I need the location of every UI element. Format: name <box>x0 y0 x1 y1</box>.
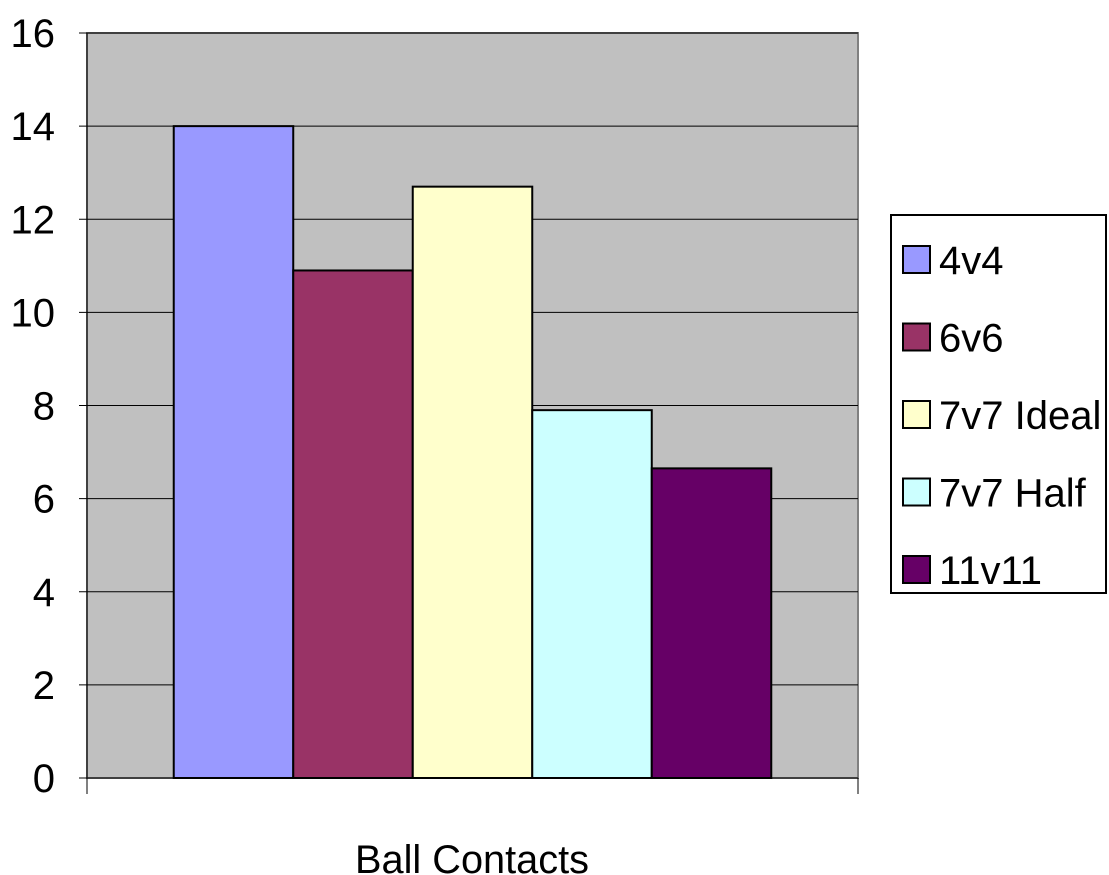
y-tick-label: 16 <box>11 12 56 56</box>
legend-label: 7v7 Ideal <box>939 394 1101 438</box>
legend-swatch <box>902 322 931 352</box>
y-tick-label: 0 <box>33 757 55 801</box>
axes <box>79 32 859 794</box>
bar-7v7-half <box>531 409 653 779</box>
y-tick-label: 8 <box>33 385 55 429</box>
bar-7v7-ideal <box>411 185 534 779</box>
bar-6v6 <box>292 269 414 779</box>
bar-11v11 <box>650 467 773 779</box>
y-tick-label: 12 <box>11 198 56 242</box>
y-tick-label: 2 <box>33 664 55 708</box>
legend-swatch <box>902 477 931 507</box>
legend-swatch <box>902 555 931 584</box>
legend-swatch <box>902 400 931 429</box>
bars <box>172 125 773 779</box>
legend-label: 7v7 Half <box>939 472 1087 516</box>
y-tick-label: 10 <box>11 291 56 335</box>
y-tick-label: 14 <box>11 105 56 149</box>
category-label: Ball Contacts <box>355 838 589 875</box>
y-tick-label: 6 <box>33 478 55 522</box>
bar-4v4 <box>172 125 295 779</box>
legend-label: 4v4 <box>939 239 1004 283</box>
legend-label: 6v6 <box>939 317 1004 361</box>
legend: 4v4 6v6 7v7 Ideal 7v7 Half 11v11 <box>890 214 1107 594</box>
y-tick-labels: 0 2 4 6 8 10 12 14 16 <box>11 12 56 801</box>
y-tick-label: 4 <box>33 571 55 615</box>
legend-swatch <box>902 245 931 274</box>
legend-label: 11v11 <box>939 549 1042 593</box>
